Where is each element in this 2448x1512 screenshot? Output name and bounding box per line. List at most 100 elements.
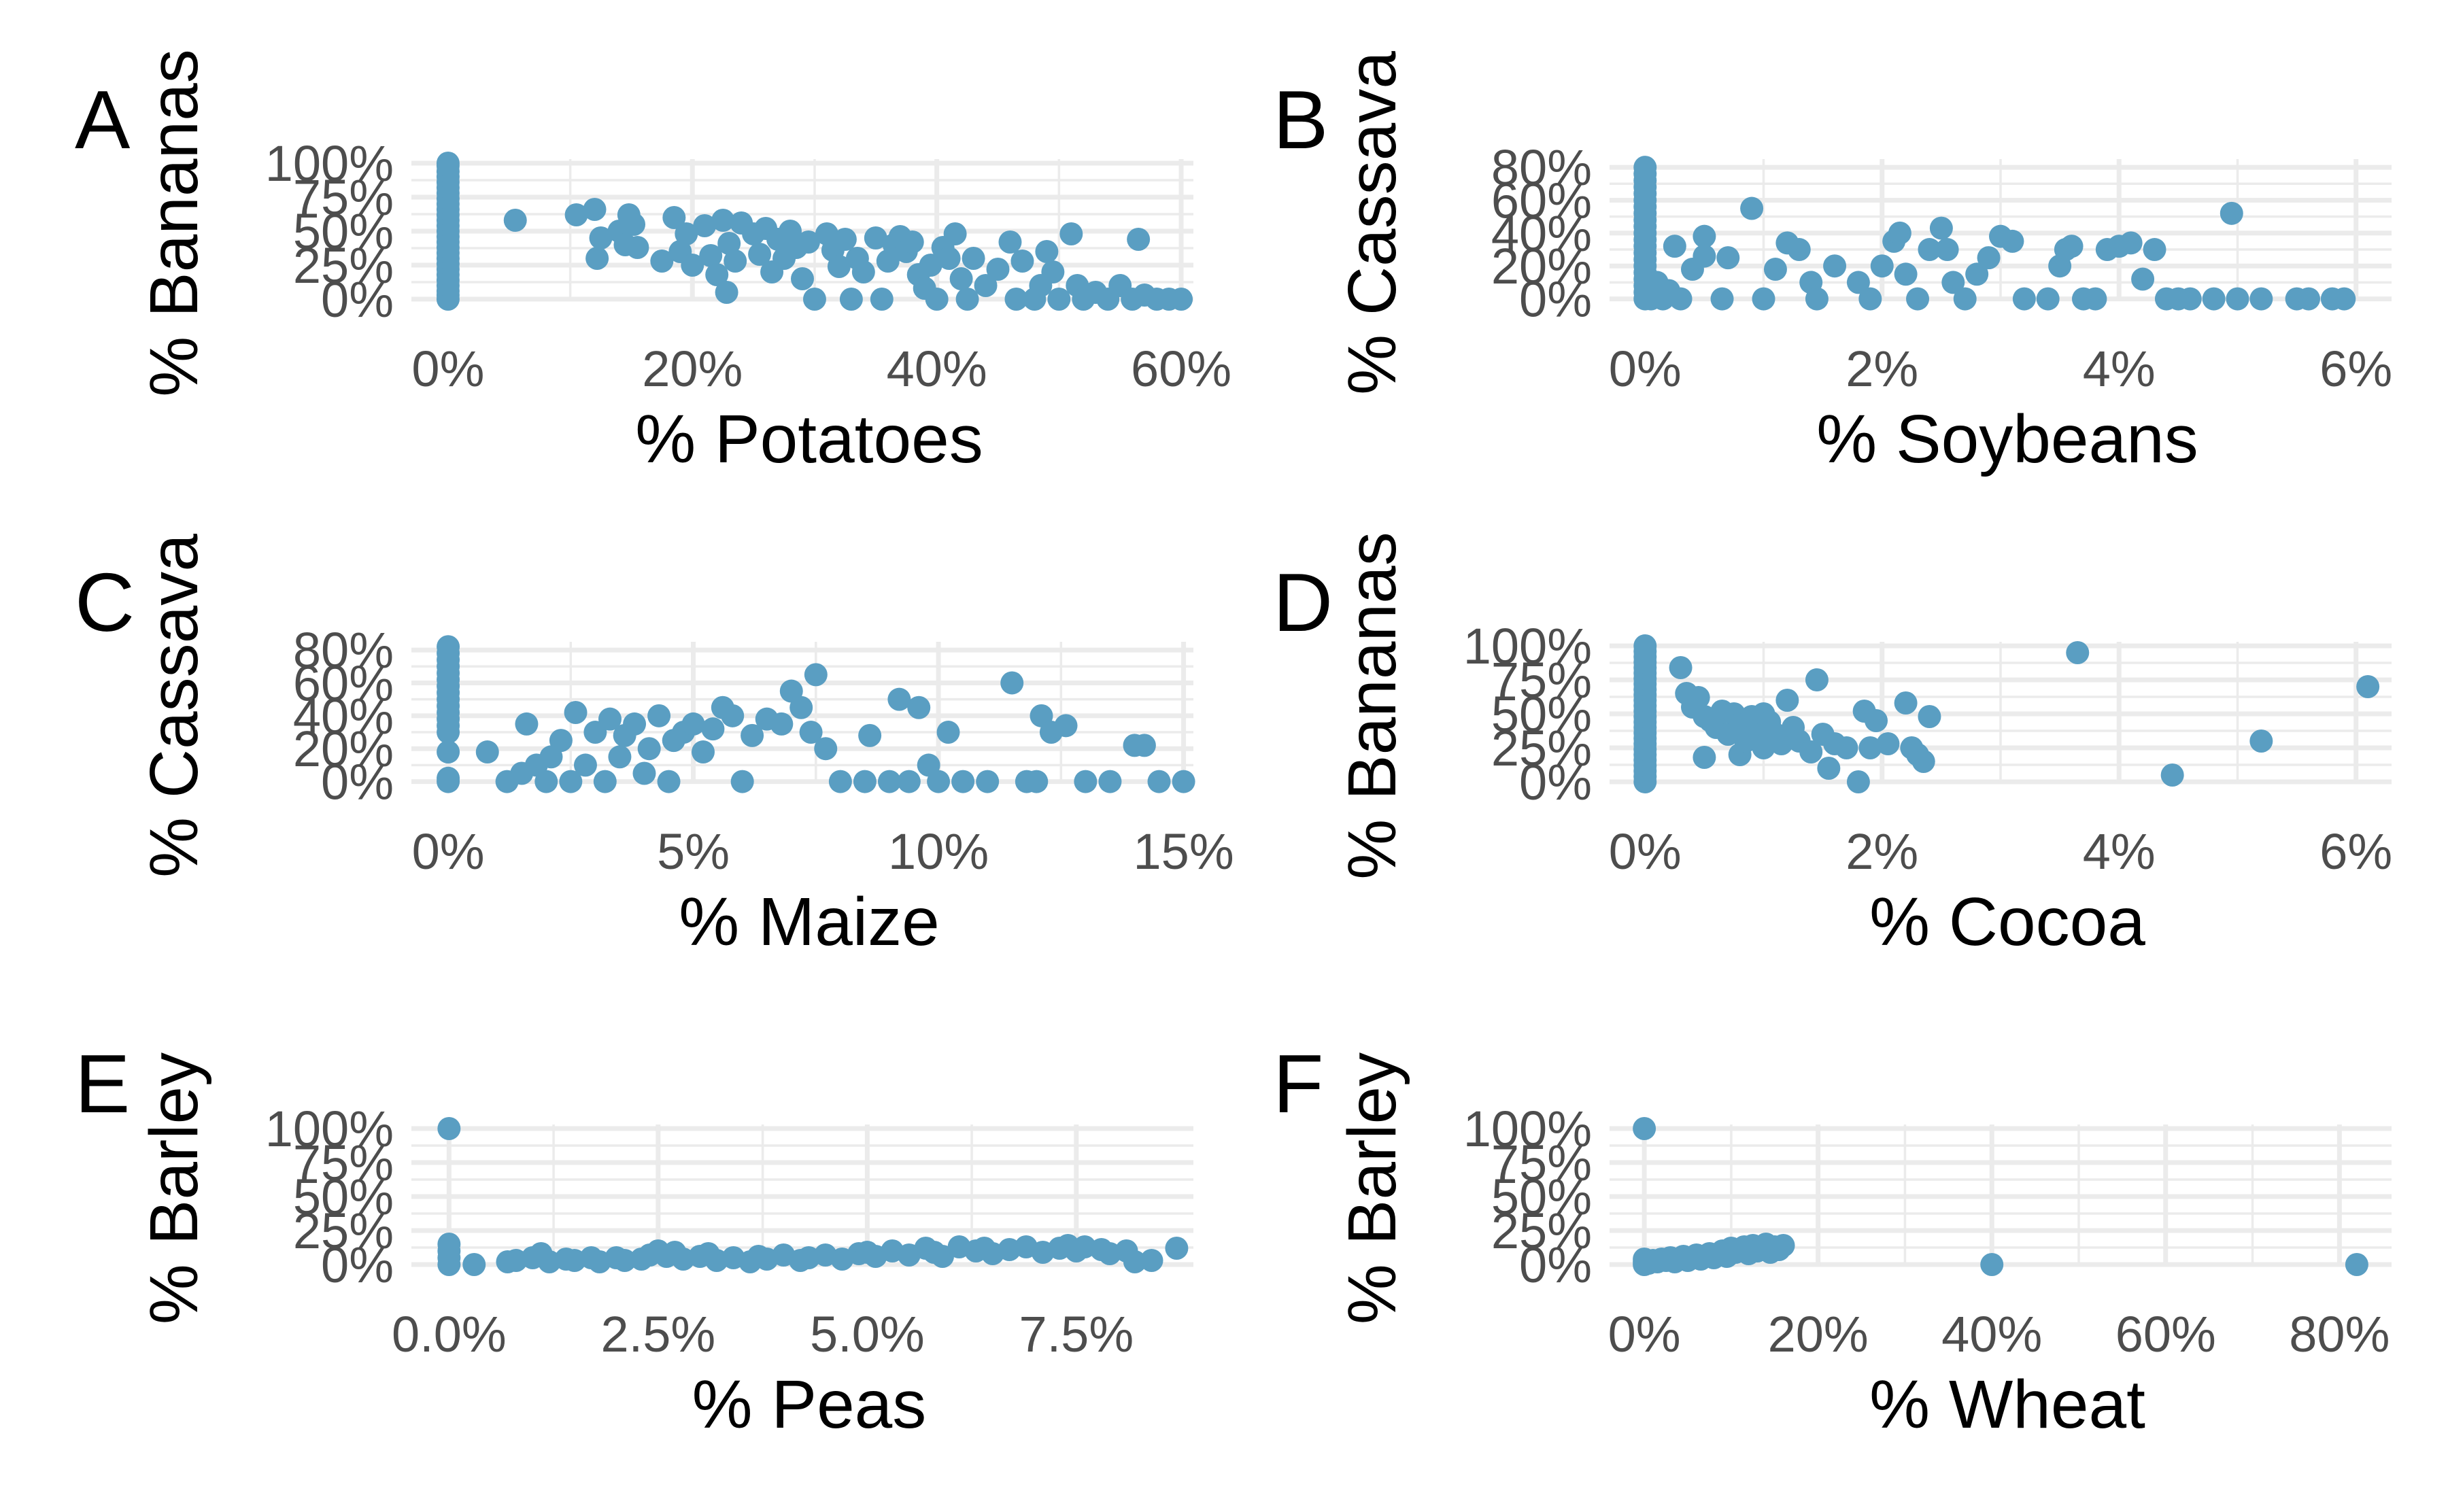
panel-f-y-ticks: 0%25%50%75%100%	[1463, 1101, 1592, 1293]
panel-e-x-tick-label: 0.0%	[392, 1306, 507, 1362]
panel-c-data-point	[887, 687, 911, 711]
panel-c-data-point	[598, 707, 622, 731]
panel-c-letter: C	[75, 556, 135, 649]
panel-a-data-point	[436, 152, 460, 175]
panel-f-y-tick-label: 0%	[1519, 1237, 1592, 1293]
panel-c-data-point	[437, 766, 460, 790]
panel-b-data-point	[2226, 287, 2249, 311]
panel-c-data-point	[534, 770, 558, 793]
panel-c-points	[437, 635, 1195, 793]
panel-b-data-point	[1805, 287, 1829, 311]
panel-a-data-point	[1035, 240, 1059, 263]
panel-b-data-point	[2297, 287, 2321, 311]
panel-b-data-point	[2119, 231, 2143, 255]
panel-e-data-point	[437, 1117, 461, 1140]
panel-e-x-tick-label: 5.0%	[810, 1306, 925, 1362]
panel-b-x-tick-label: 2%	[1846, 341, 1918, 397]
panel-a-data-point	[1010, 250, 1034, 273]
panel-a-data-point	[564, 203, 588, 226]
panel-c-y-tick-label: 80%	[293, 622, 394, 678]
panel-a-data-point	[1004, 288, 1028, 311]
panel-c-data-point	[647, 704, 671, 727]
panel-b-data-point	[1763, 258, 1787, 281]
panel-e: E % Barley % Peas 0%25%50%75%100% 0.0% 2.…	[75, 1037, 1193, 1443]
panel-b-data-point	[2332, 287, 2356, 311]
panel-a-data-point	[675, 222, 698, 245]
panel-d-points	[1633, 634, 2380, 793]
panel-a-data-point	[870, 288, 894, 311]
panel-a-data-point	[662, 206, 686, 229]
panel-f-data-point	[1633, 1117, 1656, 1140]
panel-a-data-point	[1170, 288, 1193, 311]
panel-d-data-point	[1911, 750, 1935, 773]
panel-a-data-point	[711, 209, 735, 232]
panel-a-data-point	[748, 243, 772, 266]
panel-d-y-tick-label: 25%	[1491, 720, 1592, 776]
panel-a-x-tick-label: 60%	[1131, 341, 1231, 397]
panel-e-data-point	[613, 1249, 636, 1272]
panel-a-data-point	[925, 288, 949, 311]
panel-a-data-point	[986, 258, 1010, 281]
panel-d-letter: D	[1273, 556, 1333, 649]
panel-d-data-point	[1799, 740, 1823, 763]
panel-a-x-tick-label: 0%	[411, 341, 484, 397]
panel-f-x-tick-label: 20%	[1768, 1306, 1869, 1362]
panel-c-data-point	[1172, 770, 1195, 793]
panel-f-x-tick-label: 60%	[2115, 1306, 2216, 1362]
panel-b-data-point	[2001, 229, 2024, 253]
panel-f-y-tick-label: 25%	[1491, 1203, 1592, 1259]
panel-b-data-point	[2249, 287, 2273, 311]
panel-b-data-point	[1888, 221, 1911, 245]
panel-e-data-point	[1140, 1249, 1163, 1272]
panel-c-data-point	[564, 701, 588, 724]
panel-d-data-point	[1686, 686, 1710, 709]
panel-f-y-tick-label: 75%	[1491, 1135, 1592, 1191]
panel-d-data-point	[1769, 732, 1793, 755]
panel-a-data-point	[833, 228, 857, 251]
panel-c-y-axis-title: % Cassava	[136, 534, 212, 878]
panel-a-data-point	[900, 230, 924, 254]
panel-a-data-point	[791, 267, 814, 290]
panel-d-data-point	[1669, 656, 1693, 679]
panel-c-data-point	[858, 723, 882, 747]
panel-b-data-point	[2131, 267, 2155, 291]
panel-d-data-point	[2249, 729, 2273, 753]
panel-f-x-axis-title: % Wheat	[1869, 1367, 2145, 1443]
panel-a-data-point	[699, 244, 723, 267]
panel-a-data-point	[827, 255, 851, 278]
panel-a-data-point	[919, 254, 942, 277]
panel-a: A % Bananas % Potatoes 0%25%50%75%100% 0…	[75, 49, 1231, 477]
panel-b-data-point	[1935, 238, 1959, 262]
panel-c-data-point	[623, 712, 647, 736]
panel-e-y-tick-label: 0%	[321, 1237, 394, 1293]
panel-f-y-tick-label: 100%	[1463, 1101, 1592, 1157]
panel-b-data-point	[1929, 216, 1953, 240]
panel-d-y-ticks: 0%25%50%75%100%	[1463, 618, 1592, 810]
panel-b-y-axis-title: % Cassava	[1334, 51, 1410, 395]
panel-d-data-point	[1775, 689, 1799, 712]
panel-a-data-point	[681, 254, 704, 277]
panel-b-data-point	[1977, 246, 2001, 270]
panel-e-x-tick-label: 2.5%	[600, 1306, 715, 1362]
panel-c-data-point	[515, 712, 539, 736]
panel-f-letter: F	[1273, 1037, 1324, 1130]
panel-b-data-point	[2143, 238, 2166, 262]
panel-e-x-axis-title: % Peas	[692, 1367, 927, 1443]
panel-c-data-point	[593, 770, 617, 793]
panel-a-data-point	[705, 263, 729, 286]
panel-c: C % Cassava % Maize 0%20%40%60%80% 0% 5% 1…	[75, 534, 1234, 960]
panel-b-data-point	[1710, 287, 1734, 311]
panel-c-data-point	[1025, 770, 1049, 793]
panel-b-data-point	[1693, 224, 1716, 248]
panel-b-data-point	[2202, 287, 2226, 311]
panel-e-letter: E	[75, 1037, 130, 1130]
panel-e-data-point	[437, 1233, 461, 1256]
panel-a-data-point	[626, 236, 649, 259]
panel-a-letter: A	[75, 73, 131, 166]
panel-c-data-point	[1147, 770, 1171, 793]
panel-e-data-point	[1123, 1250, 1146, 1273]
panel-d-data-point	[1633, 634, 1657, 657]
panel-d-data-point	[2356, 675, 2380, 698]
panel-b-data-point	[2084, 287, 2107, 311]
panel-c-data-point	[799, 721, 823, 744]
